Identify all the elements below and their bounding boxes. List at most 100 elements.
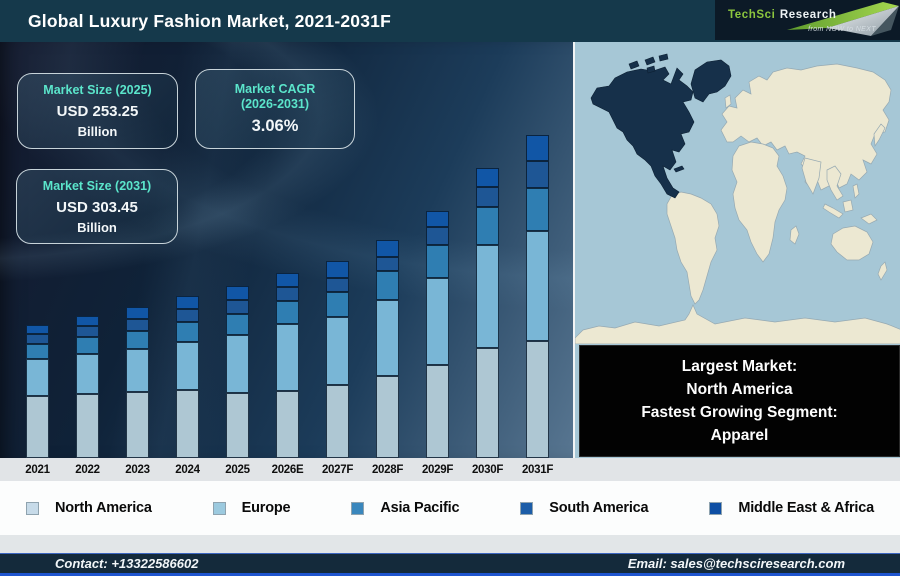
map-sumatra-java [822, 203, 844, 219]
bar-segment-north-america [176, 390, 199, 458]
bar-segment-middle-east-africa [426, 211, 449, 227]
callout-title: Market Size (2025) [43, 83, 152, 97]
logo-brand-secondary: Research [779, 9, 837, 21]
bar-segment-asia-pacific [276, 301, 299, 324]
bar-segment-middle-east-africa [526, 135, 549, 161]
x-axis-label-2026E: 2026E [271, 463, 304, 476]
bar-segment-north-america [426, 365, 449, 458]
callout-market-cagr: Market CAGR (2026-2031) 3.06% [195, 69, 355, 149]
bar-segment-middle-east-africa [26, 325, 49, 334]
map-antarctica [575, 304, 900, 344]
bar-segment-south-america [276, 287, 299, 301]
legend-label: North America [55, 500, 152, 516]
map-landmasses [575, 63, 900, 344]
stacked-bar-2024 [176, 296, 199, 458]
legend-swatch-north-america [26, 501, 39, 515]
logo-tagline: from NOW to NEXT [808, 26, 876, 33]
bar-segment-asia-pacific [376, 271, 399, 300]
bar-segment-north-america [526, 341, 549, 458]
callout-title: Market CAGR [234, 82, 316, 96]
bar-segment-asia-pacific [126, 331, 149, 349]
x-axis-label-2023: 2023 [125, 463, 150, 476]
map-britain [724, 94, 732, 109]
stacked-bar-2023 [126, 307, 149, 458]
map-australia [830, 225, 874, 261]
bar-segment-south-america [526, 161, 549, 188]
legend-label: Middle East & Africa [738, 500, 874, 516]
map-india [801, 157, 822, 195]
bar-segment-asia-pacific [476, 207, 499, 245]
stacked-bar-2026E [276, 273, 299, 458]
map-new-zealand [877, 261, 888, 281]
bar-segment-asia-pacific [226, 314, 249, 335]
bar-segment-south-america [176, 309, 199, 322]
map-greenland-highlight [690, 59, 732, 103]
legend-label: South America [549, 500, 649, 516]
bar-segment-europe [526, 231, 549, 341]
callout-unit: Billion [77, 124, 118, 139]
legend-label: Europe [241, 500, 291, 516]
stacked-bar-2029F [426, 211, 449, 458]
bar-segment-asia-pacific [76, 337, 99, 354]
legend-swatch-south-america [520, 501, 534, 515]
bar-segment-north-america [26, 396, 49, 458]
bar-segment-middle-east-africa [476, 168, 499, 187]
bar-segment-europe [476, 245, 499, 348]
footer-spacer [0, 535, 900, 553]
bar-segment-europe [176, 342, 199, 390]
stacked-bar-2021 [26, 325, 49, 458]
stacked-bar-2028F [376, 240, 399, 458]
x-axis-label-2031F: 2031F [521, 463, 554, 476]
logo-arrow-icon [787, 2, 899, 36]
techsci-logo: TechSci Research from NOW to NEXT [715, 0, 900, 40]
map-south-america [666, 191, 720, 305]
legend-item-north-america: North America [26, 500, 152, 516]
bar-segment-north-america [226, 393, 249, 458]
map-africa [731, 141, 788, 263]
bar-segment-north-america [476, 348, 499, 458]
info-line: North America [686, 381, 793, 398]
bar-segment-middle-east-africa [176, 296, 199, 309]
bar-segment-europe [126, 349, 149, 392]
bar-segment-asia-pacific [526, 188, 549, 231]
bar-segment-north-america [326, 385, 349, 458]
x-axis-label-2024: 2024 [175, 463, 200, 476]
map-arctic-islands-highlight [628, 53, 669, 74]
bar-segment-asia-pacific [26, 344, 49, 359]
bar-segment-middle-east-africa [126, 307, 149, 319]
info-line: Fastest Growing Segment: [641, 404, 838, 421]
bar-segment-europe [326, 317, 349, 385]
callout-market-size-2031: Market Size (2031) USD 303.45 Billion [16, 169, 178, 244]
callout-value: 3.06% [251, 117, 299, 135]
legend-label: Asia Pacific [380, 500, 460, 516]
info-line: Largest Market: [681, 358, 798, 375]
bar-segment-europe [226, 335, 249, 393]
bar-segment-north-america [76, 394, 99, 458]
x-axis-label-2030F: 2030F [471, 463, 504, 476]
bar-segment-middle-east-africa [226, 286, 249, 300]
stacked-bar-2031F [526, 135, 549, 458]
world-map [575, 42, 900, 344]
legend-item-middle-east-africa: Middle East & Africa [709, 500, 874, 516]
bar-segment-europe [426, 278, 449, 365]
legend-item-south-america: South America [520, 500, 649, 516]
bar-segment-south-america [376, 257, 399, 271]
x-axis-label-2028F: 2028F [371, 463, 404, 476]
legend-item-asia-pacific: Asia Pacific [351, 500, 460, 516]
bar-segment-south-america [26, 334, 49, 344]
x-axis: 2021 2022 2023 2024 2025 2026E 2027F 2028F 2029F… [0, 458, 900, 481]
footer-bar: Contact: +13322586602 Email: sales@techs… [0, 553, 900, 576]
bar-segment-europe [276, 324, 299, 391]
map-new-guinea [860, 213, 878, 225]
callout-market-size-2025: Market Size (2025) USD 253.25 Billion [17, 73, 178, 149]
footer-email: Email: sales@techsciresearch.com [627, 556, 845, 571]
callout-unit: Billion [77, 219, 117, 235]
stacked-bar-2030F [476, 168, 499, 458]
x-axis-label-2029F: 2029F [421, 463, 454, 476]
map-borneo [842, 199, 854, 213]
x-axis-label-2022: 2022 [75, 463, 100, 476]
bar-segment-south-america [126, 319, 149, 331]
legend-swatch-middle-east-africa [709, 501, 723, 515]
world-map-panel: Largest Market: North America Fastest Gr… [573, 42, 900, 458]
stacked-bar-chart [0, 42, 573, 458]
